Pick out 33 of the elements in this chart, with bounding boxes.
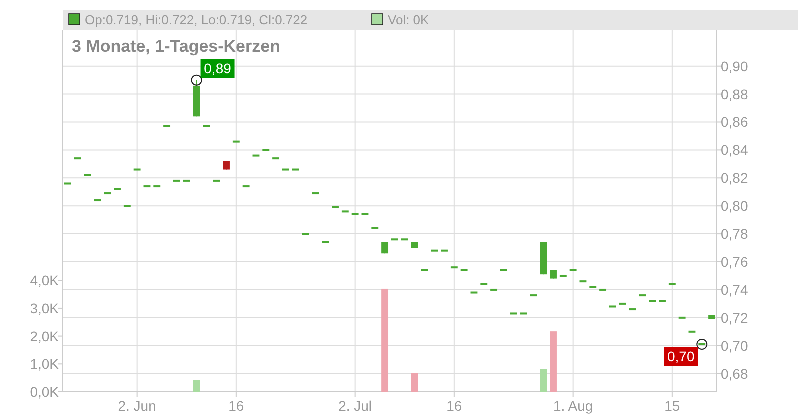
y-tick-label: 0,74 bbox=[721, 282, 748, 298]
y-tick-label: 0,90 bbox=[721, 58, 748, 74]
y-tick-label: 0,76 bbox=[721, 254, 748, 270]
y-tick-label: 0,68 bbox=[721, 366, 748, 382]
y2-tick-label: 1,0K bbox=[30, 356, 60, 372]
bar bbox=[550, 332, 557, 392]
y2-tick-label: 0,0K bbox=[30, 384, 60, 400]
y2-tick-label: 2,0K bbox=[30, 328, 60, 344]
bar bbox=[540, 369, 548, 392]
y-tick-label: 0,84 bbox=[721, 142, 748, 158]
y-tick-label: 0,80 bbox=[721, 198, 748, 214]
y2-tick-label: 4,0K bbox=[30, 272, 60, 289]
x-tick-label: 16 bbox=[446, 398, 462, 414]
x-tick-label: 1. Aug bbox=[553, 398, 594, 414]
y-tick-label: 0,86 bbox=[721, 114, 748, 130]
x-tick-label: 2. Jun bbox=[118, 398, 156, 414]
y-tick-label: 0,72 bbox=[721, 310, 748, 326]
x-tick-label: 2. Jul bbox=[338, 398, 372, 414]
bar bbox=[193, 380, 200, 392]
y-tick-label: 0,78 bbox=[721, 226, 748, 242]
x-tick-label: 15 bbox=[664, 398, 680, 414]
legend-label: Op:0.719, Hi:0.722, Lo:0.719, Cl:0.722 bbox=[85, 12, 308, 28]
legend-label: Vol: 0K bbox=[388, 12, 430, 28]
annotation: 0,70 bbox=[668, 348, 695, 364]
bar bbox=[411, 373, 418, 392]
y-tick-label: 0,70 bbox=[721, 338, 748, 354]
y-tick-label: 0,88 bbox=[721, 86, 748, 102]
annotation: 0,89 bbox=[204, 60, 232, 76]
chart-title: 3 Monate, 1-Tages-Kerzen bbox=[72, 37, 280, 56]
bar bbox=[382, 288, 389, 392]
y2-tick-label: 3,0K bbox=[30, 300, 60, 316]
y-tick-label: 0,82 bbox=[721, 170, 748, 186]
x-tick-label: 16 bbox=[228, 398, 244, 414]
